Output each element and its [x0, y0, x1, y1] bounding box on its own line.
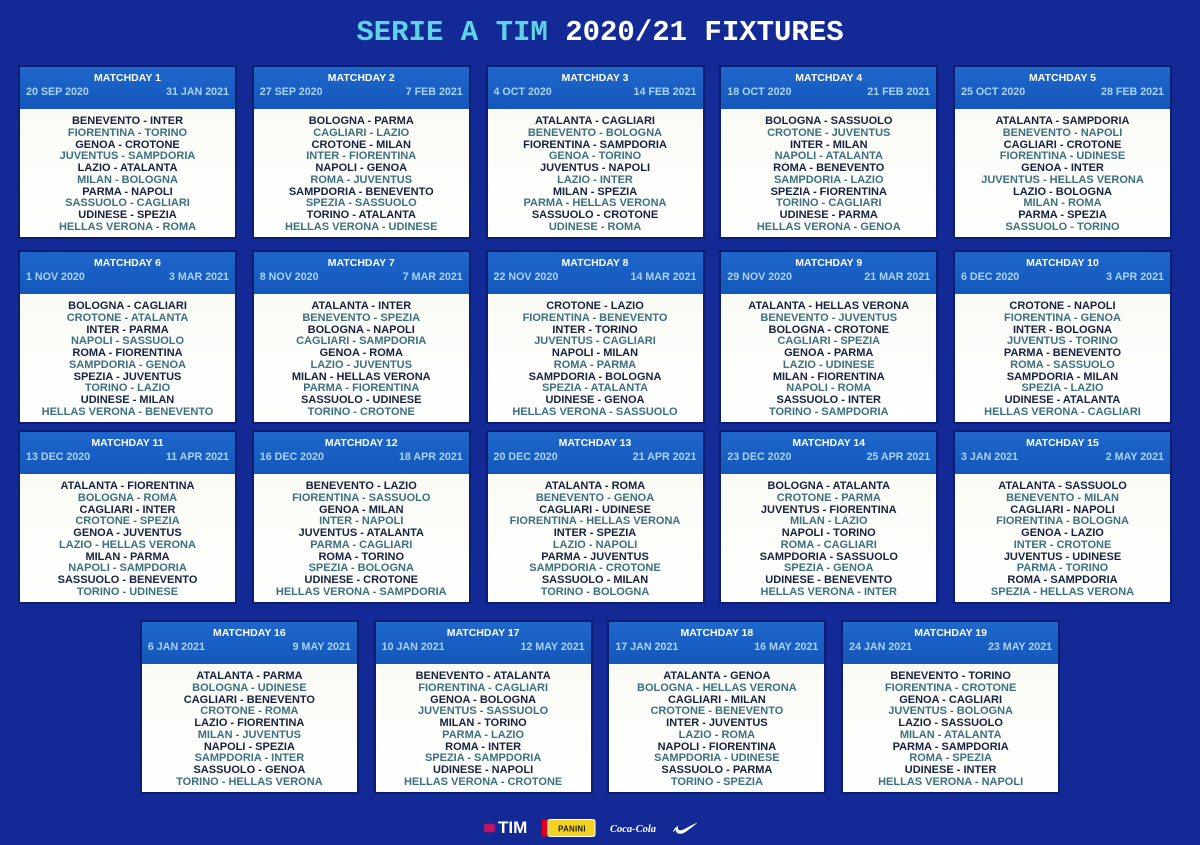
svg-text:Coca-Cola: Coca-Cola	[610, 824, 656, 835]
svg-text:PANINI: PANINI	[558, 825, 586, 834]
